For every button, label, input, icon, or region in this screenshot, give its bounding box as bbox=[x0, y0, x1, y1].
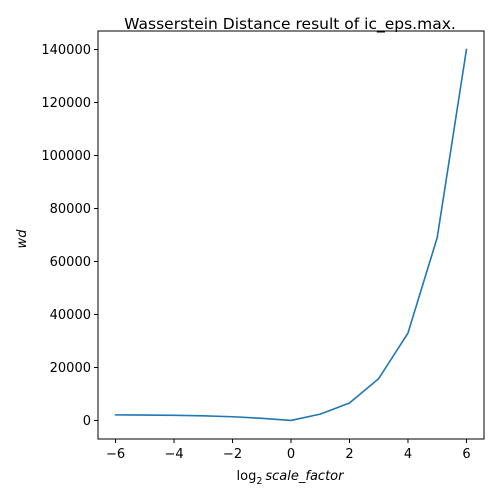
series-layer bbox=[114, 48, 468, 422]
x-tick-label: −2 bbox=[223, 447, 242, 462]
x-tick-label: 0 bbox=[287, 447, 295, 462]
y-tick-label: 20000 bbox=[50, 361, 91, 376]
y-tick-label: 140000 bbox=[41, 43, 91, 58]
x-tick-label: −6 bbox=[106, 447, 125, 462]
x-tick-label: 6 bbox=[462, 447, 470, 462]
x-tick-label: −4 bbox=[164, 447, 183, 462]
x-axis-label: log2 scale_factor bbox=[237, 469, 346, 487]
y-tick-label: 120000 bbox=[41, 96, 91, 111]
chart-title: Wasserstein Distance result of ic_eps.ma… bbox=[124, 15, 456, 34]
y-axis: 0 20000 40000 60000 80000 100000 120000 140000 bbox=[41, 43, 98, 429]
y-tick-label: 100000 bbox=[41, 149, 91, 164]
y-tick-label: 40000 bbox=[50, 308, 91, 323]
x-axis-label-subscript: 2 bbox=[256, 476, 262, 487]
x-axis: −6 −4 −2 0 2 4 6 bbox=[106, 439, 471, 462]
x-tick-label: 2 bbox=[345, 447, 353, 462]
y-tick-label: 0 bbox=[83, 414, 91, 429]
x-tick-label: 4 bbox=[404, 447, 412, 462]
y-tick-label: 80000 bbox=[50, 202, 91, 217]
x-axis-label-prefix: log bbox=[237, 469, 257, 484]
x-axis-label-variable: scale_factor bbox=[265, 469, 345, 484]
series-line bbox=[114, 48, 468, 422]
y-tick-label: 60000 bbox=[50, 255, 91, 270]
y-axis-label: wd bbox=[15, 229, 30, 249]
